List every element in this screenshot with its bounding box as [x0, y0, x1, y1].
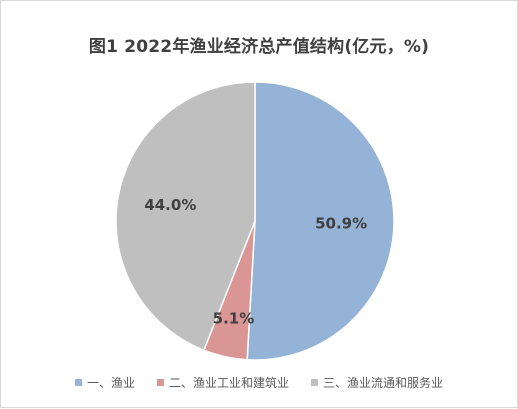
legend-label-2: 二、渔业工业和建筑业: [168, 376, 289, 390]
legend-label-1: 一、渔业: [86, 376, 135, 390]
legend-item-3: 三、渔业流通和服务业: [311, 374, 443, 391]
legend-swatch-3: [311, 379, 318, 386]
pie-slice-1: [246, 81, 395, 361]
pie-slice-3: [115, 81, 256, 352]
legend-swatch-2: [156, 379, 164, 386]
chart-legend: 一、渔业 二、渔业工业和建筑业 三、渔业流通和服务业: [1, 374, 517, 391]
legend-item-1: 一、渔业: [74, 374, 135, 391]
legend-item-2: 二、渔业工业和建筑业: [156, 374, 289, 391]
legend-label-3: 三、渔业流通和服务业: [323, 376, 444, 390]
data-label-3: 44.0%: [144, 196, 196, 214]
data-label-2: 5.1%: [213, 310, 255, 328]
data-label-1: 50.9%: [315, 214, 367, 232]
chart-title: 图1 2022年渔业经济总产值结构(亿元，%): [88, 37, 430, 57]
legend-swatch-1: [74, 379, 82, 386]
